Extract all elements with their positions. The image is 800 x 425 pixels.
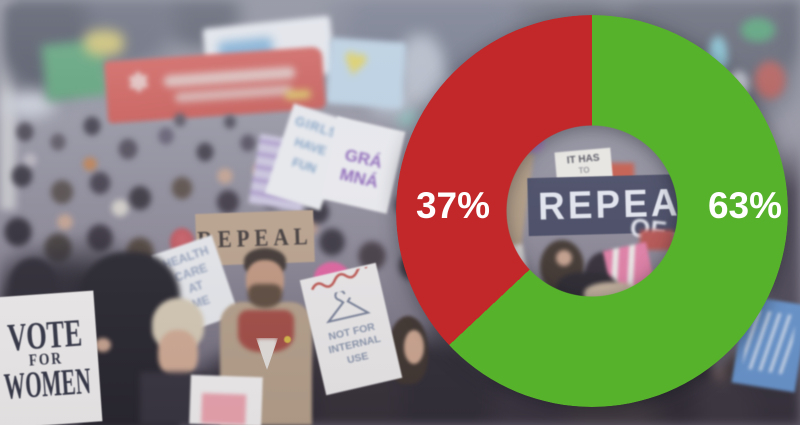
green-slice-label: 63% [707, 185, 783, 226]
badge-pin [284, 336, 291, 343]
blond-person-face [158, 330, 198, 378]
donut-chart [396, 15, 788, 407]
coat-hanger-icon [326, 289, 371, 324]
hand [95, 338, 111, 352]
red-slice-label: 37% [415, 185, 491, 226]
man-beard [248, 284, 282, 308]
red-scribble [311, 264, 368, 291]
coat-hanger-placard: NOT FOR INTERNAL USE [299, 262, 403, 396]
woman-face [404, 330, 424, 364]
donut-ring [396, 15, 788, 407]
